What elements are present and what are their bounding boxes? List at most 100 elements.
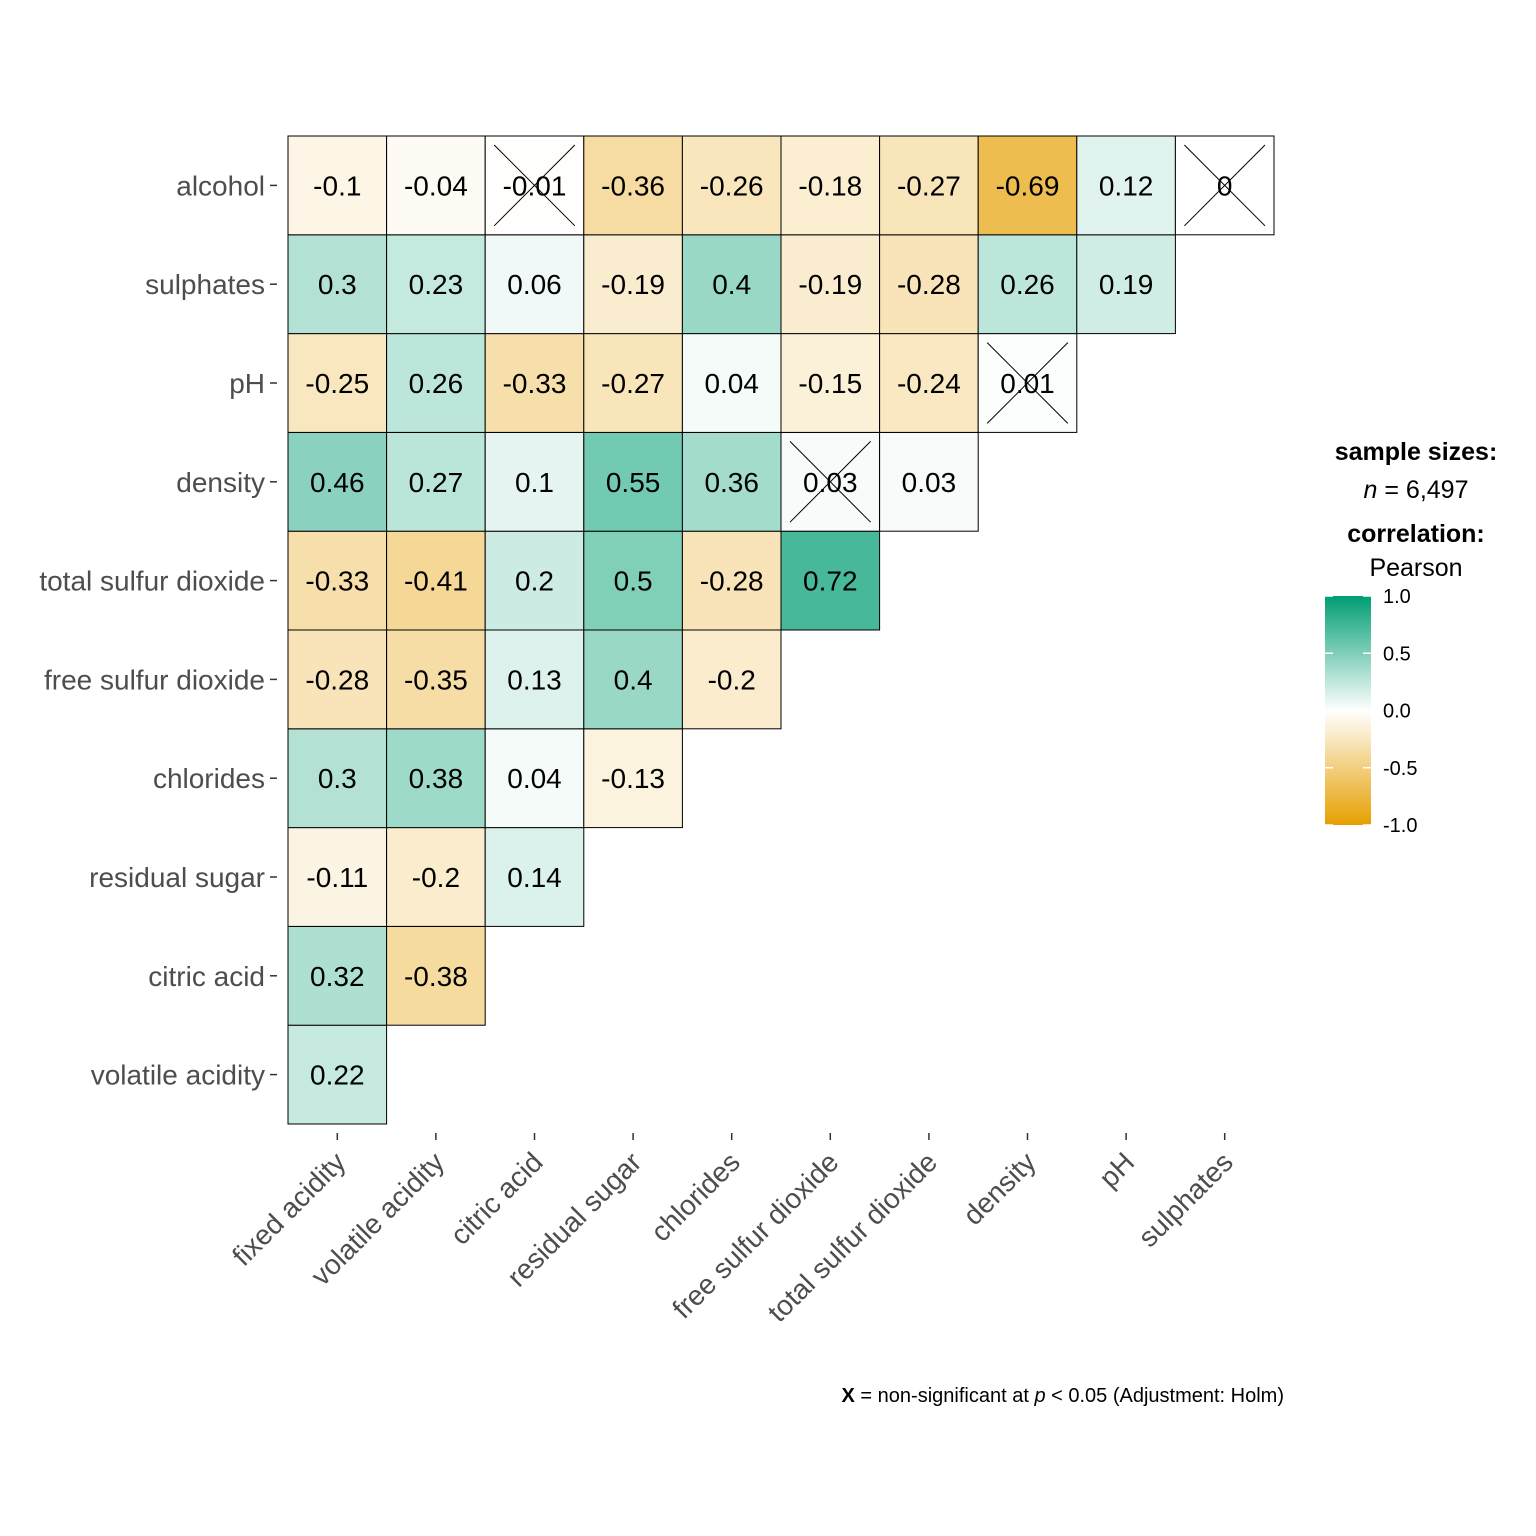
cell-rect [1076, 135, 1176, 236]
cell-rect [681, 629, 782, 730]
heatmap-cell: 0.26 [386, 333, 486, 433]
cell-rect [386, 135, 486, 236]
cell-value: 0.04 [704, 368, 759, 399]
heatmap-cell: 0.14 [484, 827, 585, 927]
cell-value: -0.11 [306, 862, 368, 893]
heatmap-cell: -0.33 [484, 333, 585, 433]
legend-tick-label: 0.5 [1383, 643, 1411, 665]
heatmap-cell: 0.2 [484, 530, 585, 631]
cell-value: -0.19 [798, 269, 862, 300]
y-tick-label: density [176, 467, 265, 498]
cell-value: 0.46 [310, 467, 365, 498]
y-axis-labels: volatile acidity citric acid residual suga… [39, 170, 277, 1091]
cell-value: -0.28 [897, 269, 961, 300]
nonsig-cross-line [1184, 144, 1266, 227]
cell-rect [681, 234, 782, 335]
cell-value: 0.2 [515, 566, 554, 597]
cell-rect [780, 530, 881, 631]
cell-rect [287, 333, 388, 433]
heatmap-cell: -0.1 [287, 135, 388, 236]
legend-tick-label: -0.5 [1383, 758, 1417, 780]
cell-rect [583, 135, 683, 236]
x-tick-label: sulphates [1132, 1146, 1239, 1253]
heatmap-cell: -0.01 [484, 135, 585, 236]
cell-value: 0.14 [507, 862, 562, 893]
legend-tick-label: 0.0 [1383, 701, 1411, 723]
heatmap-cell: -0.25 [287, 333, 388, 433]
heatmap-cell: 0.04 [484, 728, 585, 829]
cell-value: -0.19 [601, 269, 665, 300]
cell-rect [287, 728, 388, 829]
cell-value: -0.69 [996, 170, 1060, 201]
heatmap-cell: 0.03 [879, 431, 979, 532]
heatmap-cell: 0.26 [977, 234, 1078, 335]
cell-value: -0.41 [404, 566, 468, 597]
heatmap-cell: -0.36 [583, 135, 683, 236]
nonsig-cross-line [789, 441, 871, 523]
heatmap-cell: -0.41 [386, 530, 486, 631]
caption: X = non-significant at p < 0.05 (Adjustm… [842, 1385, 1284, 1407]
heatmap-cell: 0.23 [386, 234, 486, 335]
cell-value: 0.4 [614, 664, 653, 695]
heatmap-cell: -0.18 [780, 135, 881, 236]
nonsig-cross-line [493, 144, 576, 227]
heatmap-cell: -0.11 [287, 827, 388, 927]
heatmap-cell: -0.28 [879, 234, 979, 335]
y-tick-label: residual sugar [89, 862, 265, 893]
legend-ticks: 1.0 0.5 0.0 -0.5 -1.0 [1325, 586, 1417, 837]
heatmap-cell: 0.32 [287, 925, 388, 1026]
heatmap-cell: -0.69 [977, 135, 1078, 236]
cell-value: 0.23 [409, 269, 464, 300]
cell-value: 0.04 [507, 763, 562, 794]
x-tick-label: chlorides [645, 1146, 746, 1247]
x-tick-label: citric acid [444, 1146, 548, 1250]
cell-value: -0.27 [897, 170, 961, 201]
cell-value: 0.13 [507, 664, 562, 695]
cell-value: 0.19 [1099, 269, 1154, 300]
cell-value: -0.28 [305, 664, 369, 695]
cell-value: 0.38 [409, 763, 464, 794]
cell-rect [287, 135, 388, 236]
heatmap-cell: -0.2 [386, 827, 486, 927]
cell-rect [484, 234, 585, 335]
heatmap-cell: -0.28 [681, 530, 782, 631]
cell-value: -0.18 [798, 170, 862, 201]
heatmap-cell: 0.38 [386, 728, 486, 829]
heatmap-cell: 0.55 [583, 431, 683, 532]
heatmap-cell: 0.3 [287, 234, 388, 335]
cell-value: 0.72 [803, 566, 858, 597]
cell-rect [386, 827, 486, 927]
cell-rect [780, 234, 881, 335]
heatmap-cell: 0.3 [287, 728, 388, 829]
y-tick-label: free sulfur dioxide [44, 664, 265, 695]
nonsig-cross-line [986, 342, 1069, 424]
cell-rect [287, 827, 388, 927]
legend-sample-size-title: sample sizes: [1335, 438, 1498, 466]
heatmap-cell: 0.27 [386, 431, 486, 532]
cell-value: -0.1 [313, 170, 361, 201]
heatmap-cells: 0.22 0.32 -0.38 -0.11 -0.2 0.14 0.3 0.38 0.04 -0.… [287, 135, 1275, 1125]
cell-value: -0.24 [897, 368, 961, 399]
cell-rect [977, 234, 1078, 335]
heatmap-cell: 0.13 [484, 629, 585, 730]
cell-value: -0.15 [798, 368, 862, 399]
cell-rect [287, 234, 388, 335]
cell-value: -0.25 [305, 368, 369, 399]
cell-rect [484, 827, 585, 927]
cell-rect [386, 530, 486, 631]
cell-rect [583, 234, 683, 335]
cell-rect [287, 530, 388, 631]
y-tick-label: sulphates [145, 269, 265, 300]
heatmap-cell: -0.27 [879, 135, 979, 236]
cell-rect [879, 135, 979, 236]
cell-rect [386, 629, 486, 730]
cell-value: -0.04 [404, 170, 468, 201]
cell-rect [386, 728, 486, 829]
heatmap-cell: 0.22 [287, 1024, 388, 1125]
cell-rect [583, 728, 683, 829]
cell-value: -0.27 [601, 368, 665, 399]
cell-value: 0.3 [318, 763, 357, 794]
cell-value: -0.33 [503, 368, 567, 399]
cell-rect [879, 431, 979, 532]
